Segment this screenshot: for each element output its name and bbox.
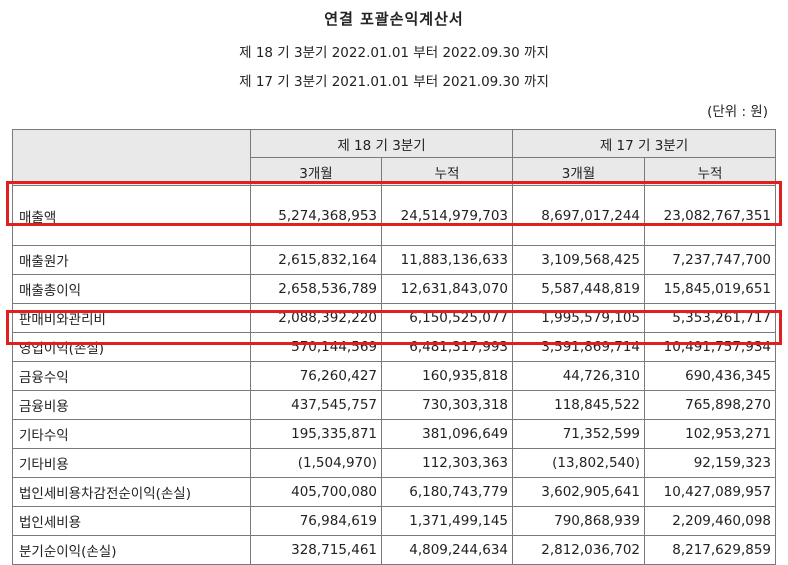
- value-cell: 92,159,323: [644, 448, 776, 478]
- value-cell: 8,217,629,859: [644, 535, 776, 565]
- value-cell: 160,935,818: [381, 361, 513, 391]
- value-cell: 328,715,461: [250, 535, 382, 565]
- header-corner-cell: [12, 129, 251, 186]
- value-cell: 5,274,368,953: [250, 185, 382, 246]
- value-cell: (1,504,970): [250, 448, 382, 478]
- income-statement-table: 제 18 기 3분기 제 17 기 3분기 3개월 누적 3개월 누적 매출액 5…: [12, 129, 776, 565]
- table-row: 법인세비용차감전순이익(손실) 405,700,080 6,180,743,779 3…: [12, 477, 776, 507]
- unit-label: (단위 : 원): [707, 104, 768, 120]
- header-3m-current: 3개월: [250, 157, 382, 186]
- row-label: 금융수익: [12, 361, 251, 391]
- value-cell: 1,995,579,105: [512, 303, 645, 333]
- value-cell: 76,260,427: [250, 361, 382, 391]
- value-cell: 8,697,017,244: [512, 185, 645, 246]
- value-cell: 10,427,089,957: [644, 477, 776, 507]
- value-cell: 381,096,649: [381, 419, 513, 449]
- value-cell: 6,481,317,993: [381, 332, 513, 362]
- value-cell: 11,883,136,633: [381, 245, 513, 275]
- statement-title: 연결 포괄손익계산서: [324, 10, 464, 28]
- table-row: 법인세비용 76,984,619 1,371,499,145 790,868,939 2…: [12, 506, 776, 536]
- value-cell: 437,545,757: [250, 390, 382, 420]
- header-group-current: 제 18 기 3분기: [250, 129, 513, 158]
- table-row: 금융수익 76,260,427 160,935,818 44,726,310 690,4…: [12, 361, 776, 391]
- header-group-prior: 제 17 기 3분기: [512, 129, 776, 158]
- row-label: 매출액: [12, 185, 251, 246]
- value-cell: 730,303,318: [381, 390, 513, 420]
- value-cell: 6,150,525,077: [381, 303, 513, 333]
- value-cell: 2,209,460,098: [644, 506, 776, 536]
- value-cell: 765,898,270: [644, 390, 776, 420]
- row-label: 매출총이익: [12, 274, 251, 304]
- value-cell: 7,237,747,700: [644, 245, 776, 275]
- row-label: 법인세비용: [12, 506, 251, 536]
- row-label: 법인세비용차감전순이익(손실): [12, 477, 251, 507]
- header-row-period: 제 18 기 3분기 제 17 기 3분기: [12, 129, 776, 186]
- value-cell: (13,802,540): [512, 448, 645, 478]
- value-cell: 102,953,271: [644, 419, 776, 449]
- row-label: 판매비와관리비: [12, 303, 251, 333]
- value-cell: 2,812,036,702: [512, 535, 645, 565]
- table-row: 매출총이익 2,658,536,789 12,631,843,070 5,587,44…: [12, 274, 776, 304]
- value-cell: 3,602,905,641: [512, 477, 645, 507]
- value-cell: 23,082,767,351: [644, 185, 776, 246]
- value-cell: 24,514,979,703: [381, 185, 513, 246]
- table-row: 분기순이익(손실) 328,715,461 4,809,244,634 2,812,0…: [12, 535, 776, 565]
- header-cumulative-prior: 누적: [644, 157, 776, 186]
- period-current-line: 제 18 기 3분기 2022.01.01 부터 2022.09.30 까지: [239, 45, 549, 61]
- value-cell: 1,371,499,145: [381, 506, 513, 536]
- row-label: 기타비용: [12, 448, 251, 478]
- value-cell: 44,726,310: [512, 361, 645, 391]
- value-cell: 405,700,080: [250, 477, 382, 507]
- value-cell: 71,352,599: [512, 419, 645, 449]
- table-row: 매출액 5,274,368,953 24,514,979,703 8,697,017,…: [12, 185, 776, 246]
- table-row: 기타수익 195,335,871 381,096,649 71,352,599 102,…: [12, 419, 776, 449]
- value-cell: 4,809,244,634: [381, 535, 513, 565]
- period-prior-line: 제 17 기 3분기 2021.01.01 부터 2021.09.30 까지: [239, 74, 549, 90]
- value-cell: 2,088,392,220: [250, 303, 382, 333]
- value-cell: 790,868,939: [512, 506, 645, 536]
- value-cell: 2,615,832,164: [250, 245, 382, 275]
- value-cell: 5,587,448,819: [512, 274, 645, 304]
- value-cell: 12,631,843,070: [381, 274, 513, 304]
- row-label: 금융비용: [12, 390, 251, 420]
- value-cell: 15,845,019,651: [644, 274, 776, 304]
- value-cell: 76,984,619: [250, 506, 382, 536]
- value-cell: 5,353,261,717: [644, 303, 776, 333]
- table-row: 매출원가 2,615,832,164 11,883,136,633 3,109,568…: [12, 245, 776, 275]
- row-label: 매출원가: [12, 245, 251, 275]
- value-cell: 112,303,363: [381, 448, 513, 478]
- table-row: 기타비용 (1,504,970) 112,303,363 (13,802,540) 92…: [12, 448, 776, 478]
- value-cell: 118,845,522: [512, 390, 645, 420]
- table-row: 금융비용 437,545,757 730,303,318 118,845,522 765…: [12, 390, 776, 420]
- row-label: 분기순이익(손실): [12, 535, 251, 565]
- table-body: 매출액 5,274,368,953 24,514,979,703 8,697,017,…: [12, 185, 776, 565]
- row-label: 기타수익: [12, 419, 251, 449]
- value-cell: 195,335,871: [250, 419, 382, 449]
- row-label: 영업이익(손실): [12, 332, 251, 362]
- value-cell: 2,658,536,789: [250, 274, 382, 304]
- value-cell: 690,436,345: [644, 361, 776, 391]
- value-cell: 6,180,743,779: [381, 477, 513, 507]
- header-3m-prior: 3개월: [512, 157, 645, 186]
- header-cumulative-current: 누적: [381, 157, 513, 186]
- table-row: 영업이익(손실) 570,144,569 6,481,317,993 3,591,86…: [12, 332, 776, 362]
- value-cell: 570,144,569: [250, 332, 382, 362]
- value-cell: 3,109,568,425: [512, 245, 645, 275]
- value-cell: 10,491,757,934: [644, 332, 776, 362]
- value-cell: 3,591,869,714: [512, 332, 645, 362]
- table-row: 판매비와관리비 2,088,392,220 6,150,525,077 1,995,5…: [12, 303, 776, 333]
